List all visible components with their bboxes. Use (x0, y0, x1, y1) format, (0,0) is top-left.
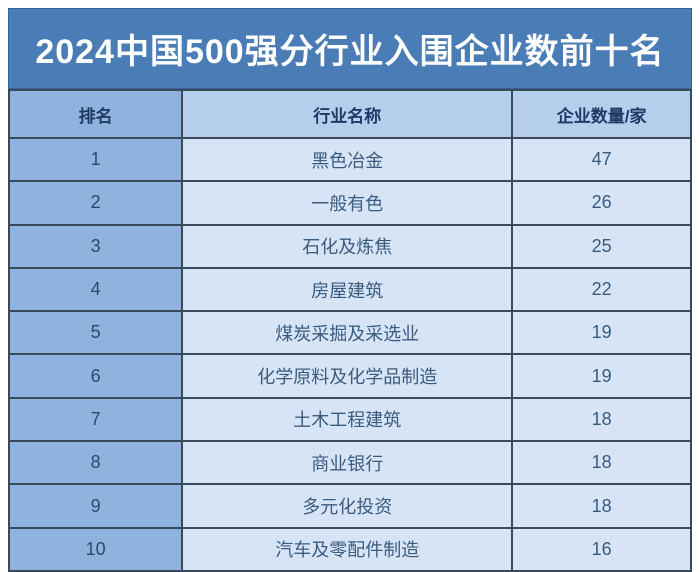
table-row: 1 黑色冶金 47 (7, 136, 692, 183)
rank-cell: 5 (7, 310, 184, 356)
industry-cell: 汽车及零配件制造 (181, 526, 514, 572)
table-row: 7 土木工程建筑 18 (7, 396, 692, 443)
rank-cell: 8 (7, 440, 184, 486)
count-cell: 18 (511, 440, 692, 486)
table-row: 4 房屋建筑 22 (7, 266, 692, 313)
column-header-industry: 行业名称 (181, 89, 514, 139)
count-cell: 25 (511, 223, 692, 269)
count-cell: 47 (511, 136, 692, 183)
rank-cell: 4 (7, 266, 184, 313)
count-cell: 16 (511, 526, 692, 572)
industry-cell: 石化及炼焦 (181, 223, 514, 269)
industry-table: 排名 行业名称 企业数量/家 1 黑色冶金 47 2 一般有色 26 3 石化及… (7, 89, 692, 572)
rank-cell: 2 (7, 180, 184, 226)
table-row: 3 石化及炼焦 25 (7, 223, 692, 269)
industry-cell: 煤炭采掘及采选业 (181, 310, 514, 356)
count-cell: 19 (511, 353, 692, 399)
column-header-count: 企业数量/家 (511, 89, 692, 139)
header-row: 排名 行业名称 企业数量/家 (7, 89, 692, 139)
industry-cell: 化学原料及化学品制造 (181, 353, 514, 399)
count-cell: 22 (511, 266, 692, 313)
page-title: 2024中国500强分行业入围企业数前十名 (35, 33, 665, 71)
rank-cell: 10 (7, 526, 184, 572)
industry-cell: 土木工程建筑 (181, 396, 514, 443)
table-row: 9 多元化投资 18 (7, 483, 692, 529)
rank-cell: 6 (7, 353, 184, 399)
table-infographic: 2024中国500强分行业入围企业数前十名 排名 行业名称 企业数量/家 1 黑… (7, 8, 692, 572)
column-header-rank: 排名 (7, 89, 184, 139)
count-cell: 18 (511, 483, 692, 529)
rank-cell: 3 (7, 223, 184, 269)
rank-cell: 7 (7, 396, 184, 443)
table-row: 5 煤炭采掘及采选业 19 (7, 310, 692, 356)
table-row: 2 一般有色 26 (7, 180, 692, 226)
title-bar: 2024中国500强分行业入围企业数前十名 (8, 8, 692, 89)
table-row: 6 化学原料及化学品制造 19 (7, 353, 692, 399)
rank-cell: 1 (7, 136, 184, 183)
industry-cell: 商业银行 (181, 440, 514, 486)
industry-cell: 房屋建筑 (181, 266, 514, 313)
industry-cell: 一般有色 (181, 180, 514, 226)
count-cell: 26 (511, 180, 692, 226)
industry-cell: 多元化投资 (181, 483, 514, 529)
industry-cell: 黑色冶金 (181, 136, 514, 183)
count-cell: 19 (511, 310, 692, 356)
rank-cell: 9 (7, 483, 184, 529)
table-row: 8 商业银行 18 (7, 440, 692, 486)
table-row: 10 汽车及零配件制造 16 (7, 526, 692, 572)
count-cell: 18 (511, 396, 692, 443)
